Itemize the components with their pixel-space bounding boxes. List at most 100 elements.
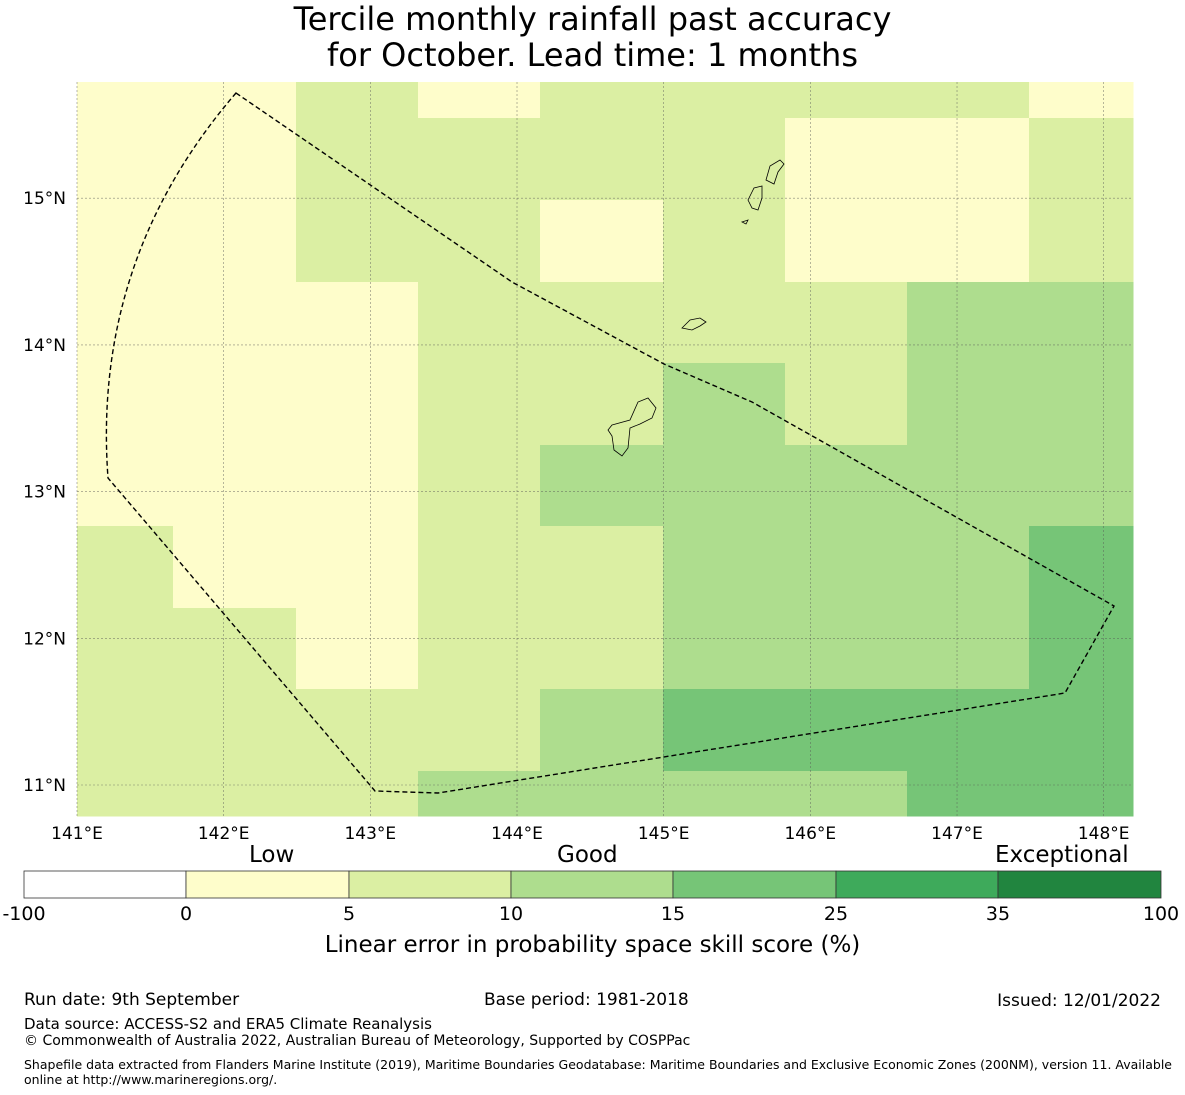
colorbar-tick-label: 0 [180, 903, 192, 925]
lat-tick-label: 15°N [23, 189, 66, 209]
grid-cell [173, 526, 297, 609]
grid-cell [296, 526, 419, 609]
grid-cell [418, 608, 541, 690]
grid-cell [907, 200, 1030, 283]
grid-cell [663, 118, 786, 201]
grid-cell [77, 363, 174, 446]
colorbar-segment [185, 870, 350, 899]
grid-cell [173, 608, 297, 690]
colorbar-segment [23, 870, 187, 899]
grid-cell [296, 363, 419, 446]
lat-tick-label: 14°N [23, 336, 66, 356]
colorbar-segment [835, 870, 999, 899]
grid-cell [907, 282, 1030, 364]
grid-cell [785, 282, 908, 364]
grid-cell [785, 200, 908, 283]
colorbar-tick-label: 100 [1143, 903, 1179, 925]
grid-cell [540, 200, 664, 283]
grid-cell [418, 118, 541, 201]
legend-category-low: Low [249, 842, 295, 868]
grid-cell [77, 82, 174, 119]
colorbar: -100 0 5 10 15 25 35 100 [2, 870, 1179, 925]
grid-cell [418, 82, 541, 119]
grid-cell [418, 200, 541, 283]
grid-cell [173, 82, 297, 119]
copyright: © Commonwealth of Australia 2022, Austra… [24, 1033, 691, 1049]
colorbar-tick-label: 5 [343, 903, 355, 925]
grid-cell [1029, 445, 1134, 527]
grid-cell [1029, 118, 1134, 201]
grid-cell [540, 282, 664, 364]
island-outline [681, 317, 707, 331]
grid-cell [77, 200, 174, 283]
grid-cell [1029, 771, 1134, 817]
island-outline [740, 219, 749, 225]
graticule [76, 82, 1133, 816]
colorbar-segment [510, 870, 674, 899]
lat-tick-label: 12°N [23, 629, 66, 649]
lon-tick-label: 142°E [198, 824, 250, 844]
grid-cell [540, 363, 664, 446]
grid-cell [540, 771, 664, 817]
grid-cell [418, 526, 541, 609]
grid-cell [1029, 282, 1134, 364]
grid-cell [907, 608, 1030, 690]
grid-cell [418, 771, 541, 817]
grid-cell [418, 363, 541, 446]
grid-cell [173, 445, 297, 527]
lon-tick-label: 147°E [931, 824, 983, 844]
grid-cell [173, 200, 297, 283]
grid-cell [785, 608, 908, 690]
grid-cell [296, 771, 419, 817]
lon-tick-label: 146°E [784, 824, 836, 844]
grid-cell [663, 771, 786, 817]
grid-cell [663, 82, 786, 119]
grid-cell [540, 526, 664, 609]
grid-cell [663, 526, 786, 609]
shapefile-note: Shapefile data extracted from Flanders M… [24, 1057, 1172, 1087]
grid-cell [77, 118, 174, 201]
grid-cell [77, 608, 174, 690]
grid-cell [77, 282, 174, 364]
island-outlines [607, 159, 785, 457]
longitude-ticks: 141°E 142°E 143°E 144°E 145°E 146°E 147°E 148°E [51, 824, 1129, 844]
colorbar-axis-title: Linear error in probability space skill … [324, 932, 861, 958]
lat-tick-label: 11°N [23, 776, 66, 796]
grid-cell [785, 363, 908, 446]
colorbar-tick-label: 25 [824, 903, 848, 925]
grid-cell [907, 445, 1030, 527]
grid-cell [907, 526, 1030, 609]
grid-cell [296, 282, 419, 364]
grid-cell [296, 82, 419, 119]
grid-cell [1029, 689, 1134, 772]
issued-date: Issued: 12/01/2022 [997, 991, 1161, 1011]
grid-cell [296, 200, 419, 283]
grid-cell [77, 445, 174, 527]
skill-grid [77, 82, 1134, 817]
grid-cell [785, 445, 908, 527]
grid-cell [1029, 82, 1134, 119]
latitude-ticks: 11°N 12°N 13°N 14°N 15°N [23, 189, 66, 796]
grid-cell [907, 771, 1030, 817]
lon-tick-label: 148°E [1078, 824, 1130, 844]
grid-cell [540, 118, 664, 201]
grid-cell [173, 363, 297, 446]
colorbar-tick-label: 10 [499, 903, 523, 925]
grid-cell [785, 526, 908, 609]
grid-cell [540, 689, 664, 772]
map-title-line1: Tercile monthly rainfall past accuracy [293, 0, 892, 38]
grid-cell [1029, 363, 1134, 446]
island-outline [607, 397, 657, 457]
grid-cell [663, 200, 786, 283]
lon-tick-label: 141°E [51, 824, 103, 844]
colorbar-tick-label: -100 [2, 903, 45, 925]
lat-tick-label: 13°N [23, 483, 66, 503]
grid-cell [77, 771, 174, 817]
colorbar-tick-label: 15 [661, 903, 685, 925]
grid-cell [907, 118, 1030, 201]
grid-cell [173, 771, 297, 817]
grid-cell [77, 526, 174, 609]
grid-cell [418, 689, 541, 772]
grid-cell [663, 608, 786, 690]
